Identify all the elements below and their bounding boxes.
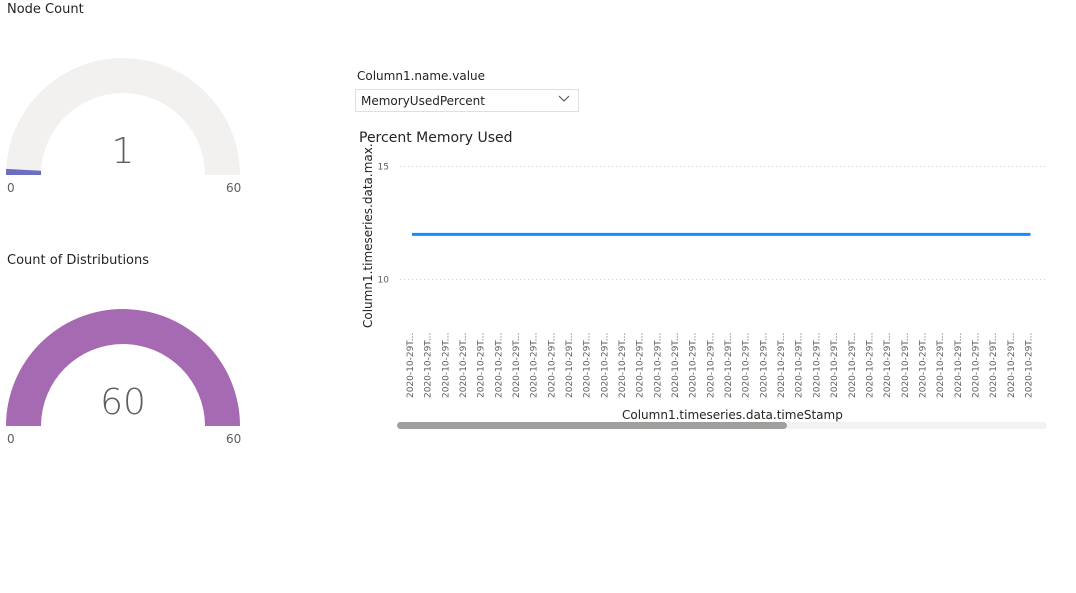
gauge-track xyxy=(6,58,240,175)
x-tick-label: 2020-10-29T... xyxy=(848,333,858,398)
x-tick-label: 2020-10-29T... xyxy=(600,333,610,398)
x-tick-label: 2020-10-29T... xyxy=(901,333,911,398)
y-tick-label: 10 xyxy=(378,276,390,286)
x-tick-label: 2020-10-29T... xyxy=(971,333,981,398)
chevron-down-icon xyxy=(558,95,570,102)
x-tick-label: 2020-10-29T... xyxy=(530,333,540,398)
chart-title: Percent Memory Used xyxy=(359,130,513,146)
distributions-max: 60 xyxy=(226,432,242,446)
x-tick-label: 2020-10-29T... xyxy=(742,333,752,398)
x-tick-label: 2020-10-29T... xyxy=(883,333,893,398)
x-tick-label: 2020-10-29T... xyxy=(565,333,575,398)
x-tick-label: 2020-10-29T... xyxy=(671,333,681,398)
y-tick-label: 15 xyxy=(378,162,389,172)
slicer-selected-value: MemoryUsedPercent xyxy=(361,93,485,108)
gauge-fill xyxy=(6,168,42,175)
x-tick-label: 2020-10-29T... xyxy=(636,333,646,398)
x-tick-label: 2020-10-29T... xyxy=(706,333,716,398)
slicer-header: Column1.name.value xyxy=(357,69,486,83)
node-count-min: 0 xyxy=(7,181,15,195)
x-tick-label: 2020-10-29T... xyxy=(989,333,999,398)
x-tick-label: 2020-10-29T... xyxy=(477,333,487,398)
x-tick-label: 2020-10-29T... xyxy=(1024,333,1034,398)
distributions-title: Count of Distributions xyxy=(7,253,150,268)
x-tick-label: 2020-10-29T... xyxy=(795,333,805,398)
x-tick-label: 2020-10-29T... xyxy=(689,333,699,398)
node-count-value: 1 xyxy=(111,131,135,172)
distributions-value: 60 xyxy=(100,382,146,423)
x-tick-label: 2020-10-29T... xyxy=(1007,333,1017,398)
x-axis-title: Column1.timeseries.data.timeStamp xyxy=(622,408,843,422)
distributions-gauge[interactable] xyxy=(0,291,250,436)
node-count-title: Node Count xyxy=(7,2,84,17)
x-tick-label: 2020-10-29T... xyxy=(724,333,734,398)
x-tick-label: 2020-10-29T... xyxy=(936,333,946,398)
x-tick-label: 2020-10-29T... xyxy=(494,333,504,398)
x-tick-label: 2020-10-29T... xyxy=(583,333,593,398)
chart-scrollbar-thumb[interactable] xyxy=(397,422,787,429)
x-tick-label: 2020-10-29T... xyxy=(512,333,522,398)
x-tick-label: 2020-10-29T... xyxy=(812,333,822,398)
x-tick-label: 2020-10-29T... xyxy=(424,333,434,398)
x-tick-label: 2020-10-29T... xyxy=(653,333,663,398)
x-tick-label: 2020-10-29T... xyxy=(759,333,769,398)
x-tick-label: 2020-10-29T... xyxy=(547,333,557,398)
chart-scrollbar-track[interactable] xyxy=(397,422,1047,429)
x-tick-label: 2020-10-29T... xyxy=(459,333,469,398)
node-count-max: 60 xyxy=(226,181,242,195)
distributions-min: 0 xyxy=(7,432,15,446)
x-tick-label: 2020-10-29T... xyxy=(777,333,787,398)
x-axis-ticks: 2020-10-29T... 2020-10-29T... 2020-10-29T.… xyxy=(406,333,1034,398)
x-tick-label: 2020-10-29T... xyxy=(406,333,416,398)
gridlines xyxy=(400,165,1045,281)
x-tick-label: 2020-10-29T... xyxy=(441,333,451,398)
gauge-fill xyxy=(6,309,240,426)
x-tick-label: 2020-10-29T... xyxy=(618,333,628,398)
x-tick-label: 2020-10-29T... xyxy=(954,333,964,398)
x-tick-label: 2020-10-29T... xyxy=(830,333,840,398)
slicer-dropdown[interactable]: MemoryUsedPercent xyxy=(355,89,579,112)
x-tick-label: 2020-10-29T... xyxy=(918,333,928,398)
node-count-gauge[interactable] xyxy=(0,40,250,185)
x-tick-label: 2020-10-29T... xyxy=(865,333,875,398)
